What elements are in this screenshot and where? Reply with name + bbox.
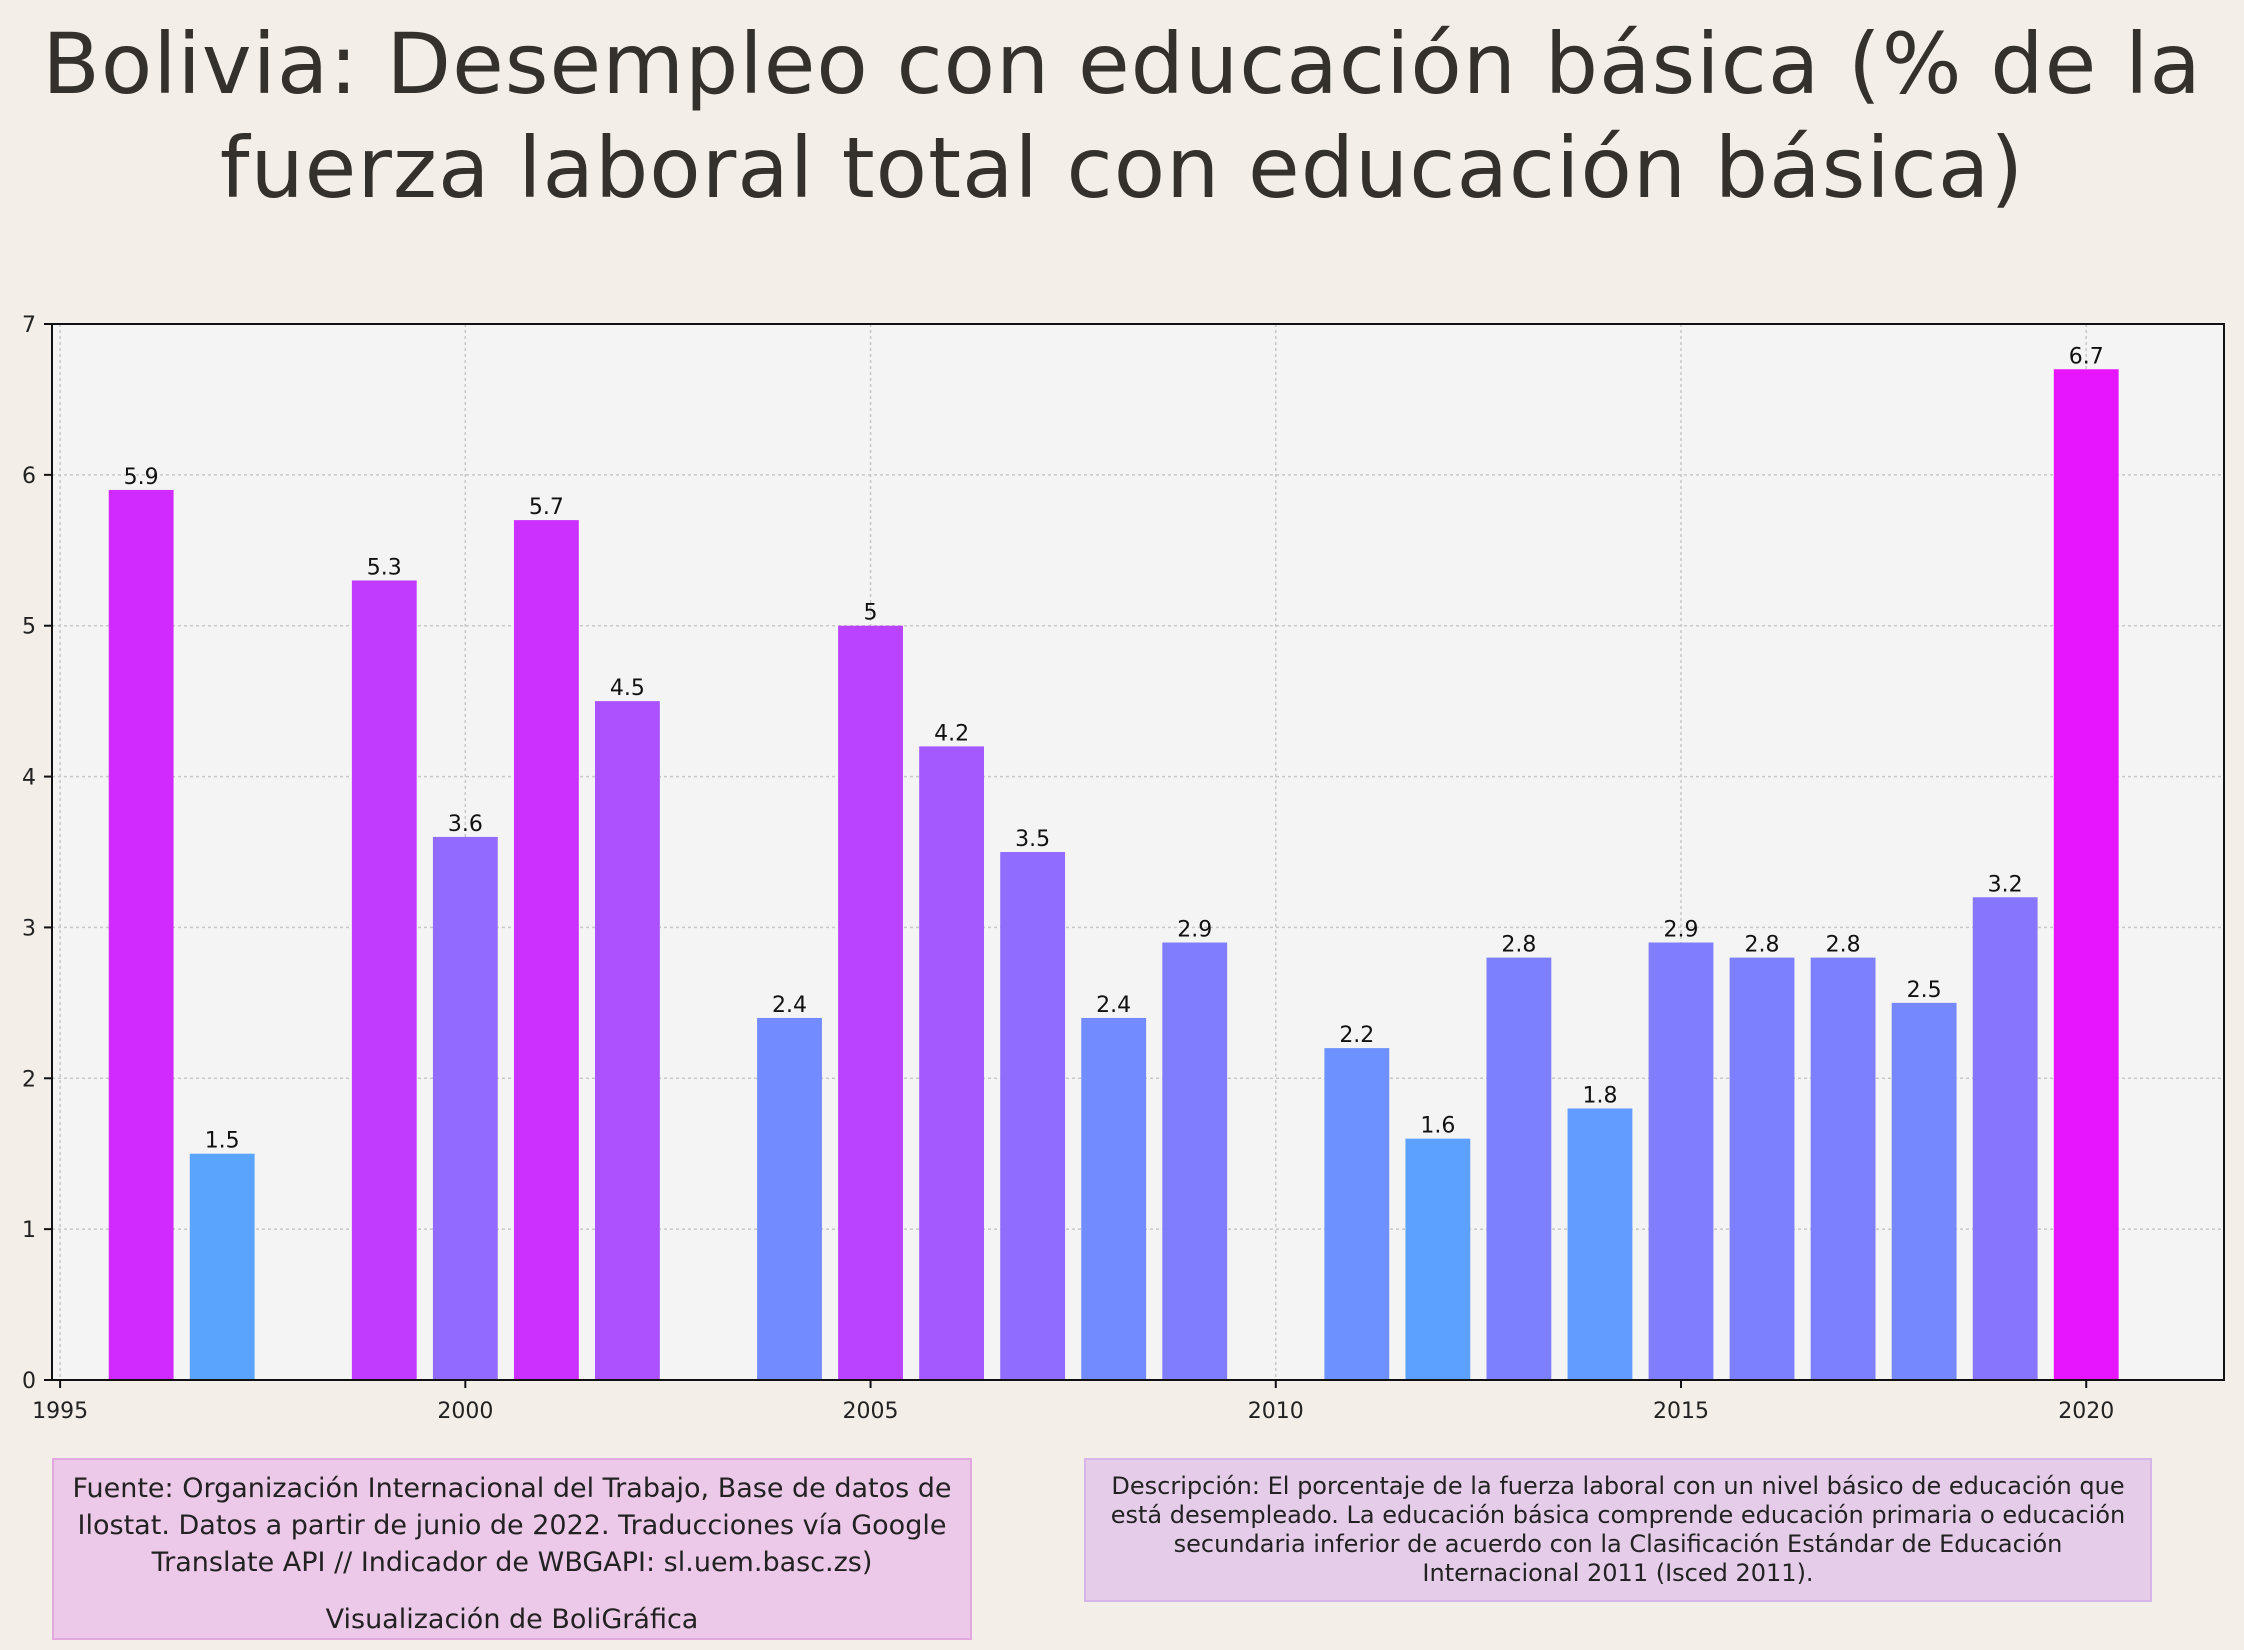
x-tick-label: 2000 xyxy=(437,1399,493,1424)
bar xyxy=(189,1153,255,1380)
x-tick-label: 2015 xyxy=(1653,1399,1709,1424)
bar xyxy=(1324,1048,1390,1380)
data-label: 6.7 xyxy=(2069,344,2104,369)
y-tick-label: 6 xyxy=(22,464,36,489)
data-label: 1.8 xyxy=(1582,1083,1617,1108)
x-tick-label: 1995 xyxy=(32,1399,88,1424)
data-label: 5 xyxy=(864,601,878,626)
data-label: 2.2 xyxy=(1339,1023,1374,1048)
x-tick-label: 2020 xyxy=(2058,1399,2114,1424)
description-text: Descripción: El porcentaje de la fuerza … xyxy=(1110,1472,2126,1587)
data-label: 4.5 xyxy=(610,676,645,701)
bar xyxy=(351,580,417,1380)
data-label: 5.9 xyxy=(124,465,159,490)
y-tick-label: 0 xyxy=(22,1369,36,1394)
bars xyxy=(108,369,2119,1380)
bar xyxy=(1891,1002,1957,1380)
data-label: 3.2 xyxy=(1988,872,2023,897)
bar xyxy=(1729,957,1795,1380)
bar xyxy=(1567,1108,1633,1380)
bar xyxy=(838,625,903,1380)
x-tick-label: 2005 xyxy=(843,1399,899,1424)
y-tick-label: 4 xyxy=(22,766,36,791)
y-tick-label: 1 xyxy=(22,1218,36,1243)
bar xyxy=(1162,942,1228,1380)
bar xyxy=(513,520,579,1380)
data-label: 2.5 xyxy=(1907,978,1942,1003)
bar xyxy=(919,746,985,1380)
y-tick-label: 7 xyxy=(22,313,36,338)
data-label: 5.7 xyxy=(529,495,564,520)
bar xyxy=(432,836,498,1380)
data-label: 2.9 xyxy=(1177,918,1212,943)
data-label: 5.3 xyxy=(367,555,402,580)
bar xyxy=(108,489,174,1380)
y-tick-label: 5 xyxy=(22,615,36,640)
bar xyxy=(1405,1138,1471,1380)
y-tick-label: 2 xyxy=(22,1067,36,1092)
axis-ticks: 0 1 2 3 4 5 6 7 1995 2000 2005 2010 2015 2020 xyxy=(22,313,2114,1424)
y-tick-label: 3 xyxy=(22,916,36,941)
bar xyxy=(1810,957,1876,1380)
bar xyxy=(1486,957,1552,1380)
data-label: 2.9 xyxy=(1664,918,1699,943)
data-labels: 5.9 1.5 5.3 3.6 5.7 4.5 2.4 5 4.2 3.5 2.4 2.9 2.2 1.6… xyxy=(124,344,2104,1153)
data-label: 1.6 xyxy=(1420,1114,1455,1139)
data-label: 3.6 xyxy=(448,812,483,837)
bar xyxy=(595,701,660,1380)
data-label: 2.8 xyxy=(1745,933,1780,958)
data-label: 4.2 xyxy=(934,721,969,746)
bar xyxy=(1000,852,1066,1380)
data-label: 2.4 xyxy=(1096,993,1131,1018)
data-label: 2.8 xyxy=(1501,933,1536,958)
bar xyxy=(1972,897,2038,1380)
bar xyxy=(1081,1017,1147,1380)
bar xyxy=(2053,369,2119,1380)
bar xyxy=(757,1017,822,1380)
credit-text: Visualización de BoliGráfica xyxy=(325,1604,699,1635)
source-note: Fuente: Organización Internacional del T… xyxy=(52,1458,972,1640)
source-text: Fuente: Organización Internacional del T… xyxy=(72,1473,952,1578)
data-label: 1.5 xyxy=(205,1129,240,1154)
chart-title: Bolivia: Desempleo con educación básica … xyxy=(42,15,2202,217)
data-label: 2.4 xyxy=(772,993,807,1018)
x-tick-label: 2010 xyxy=(1248,1399,1304,1424)
bar xyxy=(1648,942,1714,1380)
data-label: 3.5 xyxy=(1015,827,1050,852)
description-note: Descripción: El porcentaje de la fuerza … xyxy=(1084,1458,2152,1602)
plot-frame xyxy=(51,323,2225,1381)
data-label: 2.8 xyxy=(1826,933,1861,958)
